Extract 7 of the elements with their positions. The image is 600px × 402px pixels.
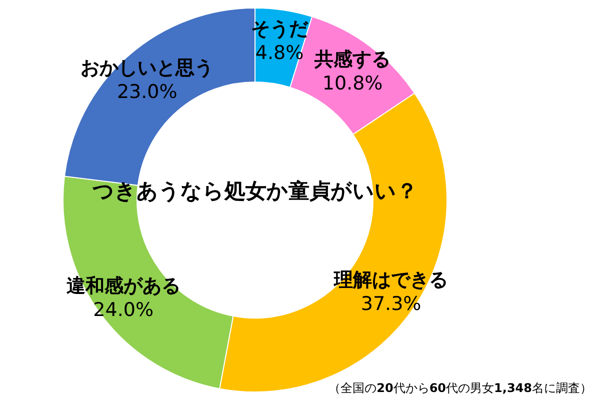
slice-label: 共感する: [314, 48, 391, 70]
slice-label: 違和感がある: [66, 275, 180, 298]
data-label: 23.0%: [116, 80, 178, 103]
data-label: 10.8%: [322, 72, 383, 94]
text: （全国の20代から60代の男女1,348名に調査）: [328, 381, 592, 395]
text: つきあうなら処女か童貞がいい？: [92, 179, 418, 203]
slice-label: おかしいと思う: [80, 56, 214, 79]
